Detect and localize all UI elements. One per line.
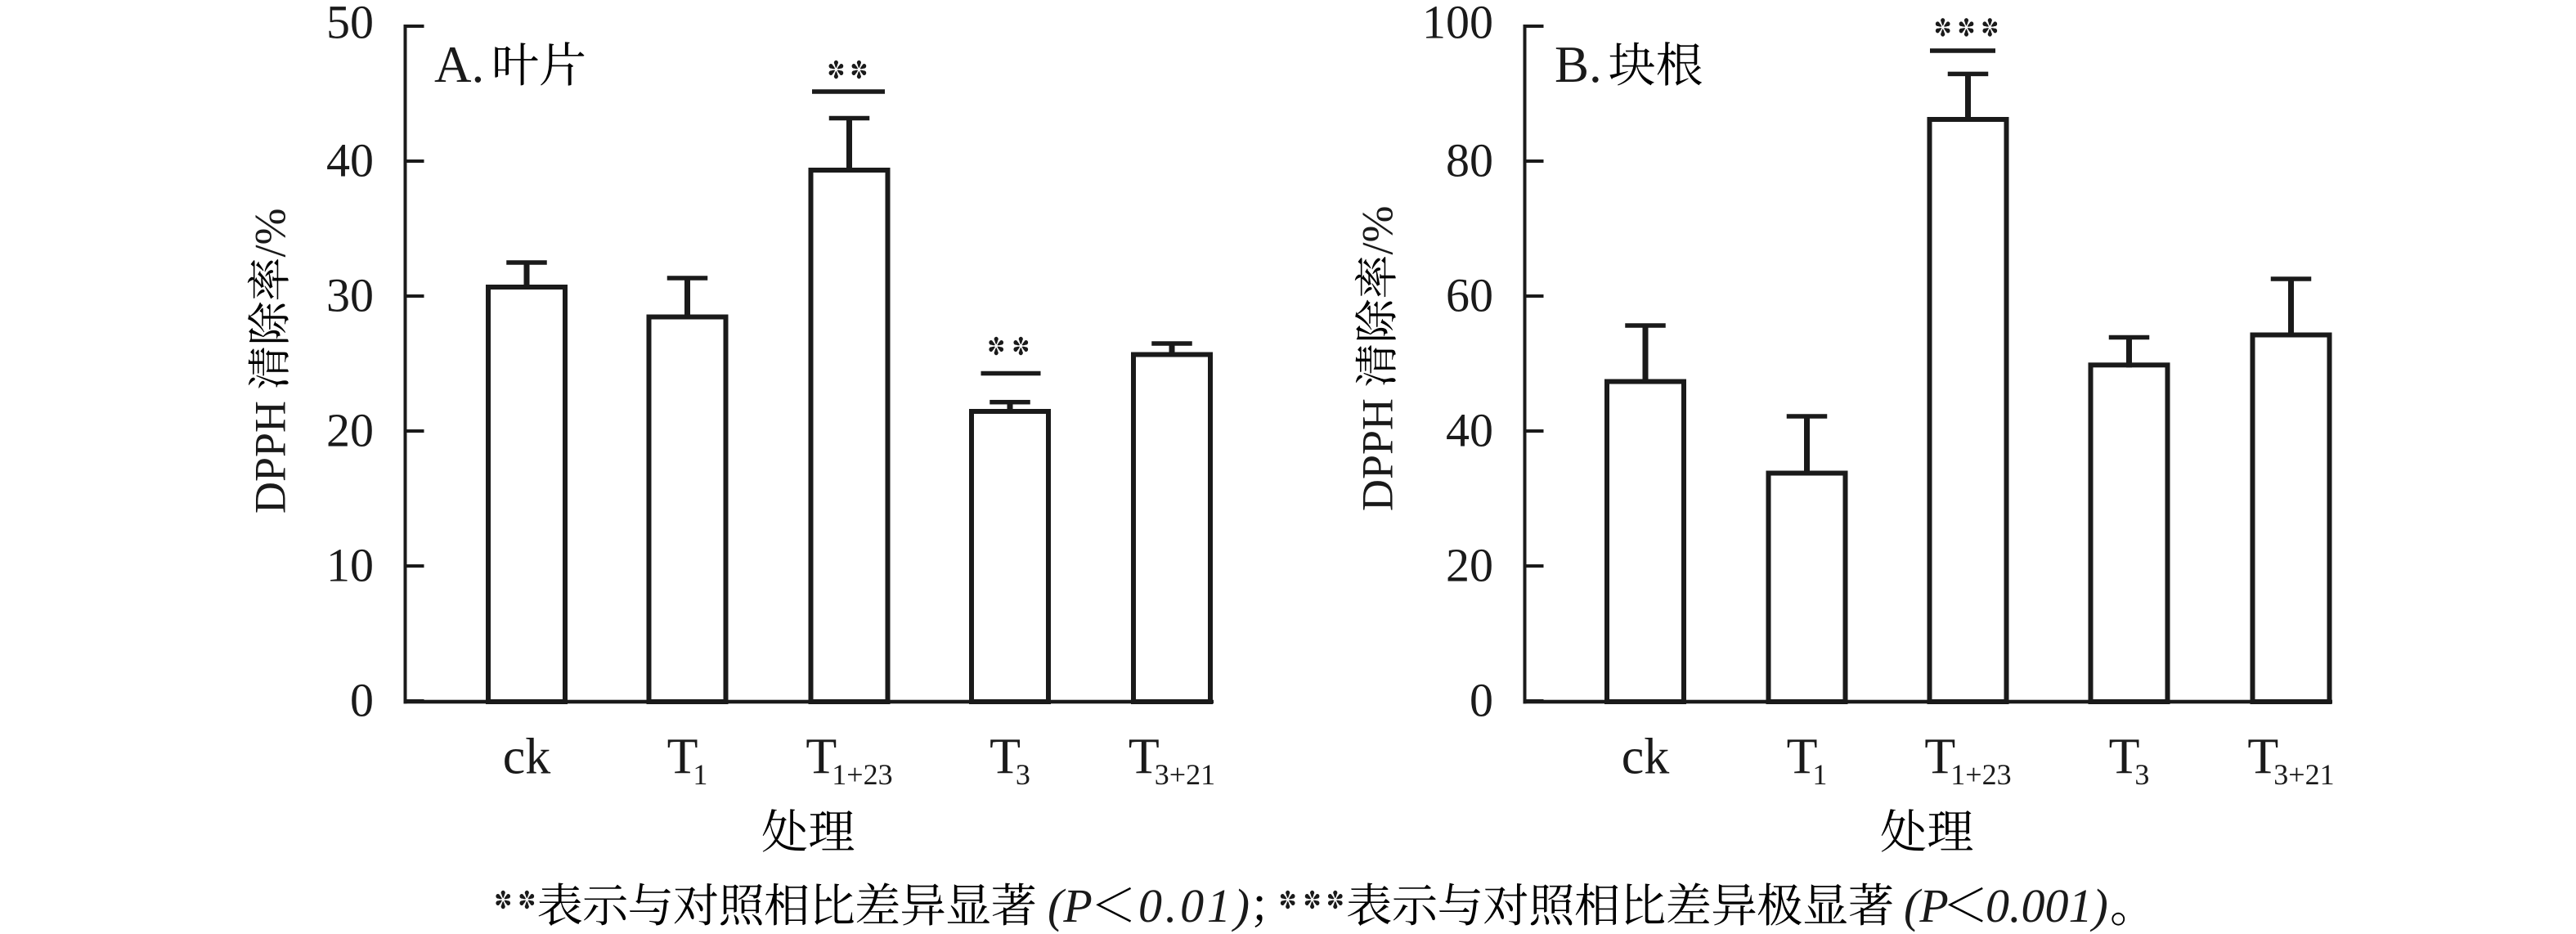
svg-text:0: 0 [350, 674, 374, 727]
svg-text:B.: B. [1555, 36, 1602, 93]
svg-text:T: T [2247, 730, 2278, 785]
svg-text:20: 20 [326, 404, 374, 457]
svg-text:80: 80 [1446, 134, 1493, 187]
svg-text:1: 1 [1812, 758, 1827, 791]
svg-text:100: 100 [1422, 0, 1493, 49]
svg-text:ck: ck [503, 730, 551, 785]
svg-text:DPPH: DPPH [1353, 398, 1402, 511]
svg-text:10: 10 [326, 539, 374, 592]
svg-text:3: 3 [1016, 758, 1030, 791]
svg-text:0.01): 0.01) [1138, 879, 1253, 932]
svg-text:1+23: 1+23 [832, 758, 892, 791]
svg-text:(P: (P [1048, 879, 1093, 932]
svg-text:50: 50 [326, 0, 374, 49]
svg-text:60: 60 [1446, 269, 1493, 322]
svg-text:/%: /% [246, 209, 295, 258]
svg-text:ck: ck [1622, 730, 1670, 785]
svg-text:(P: (P [1904, 879, 1949, 932]
svg-text:1+23: 1+23 [1950, 758, 2011, 791]
svg-text:3+21: 3+21 [1155, 758, 1215, 791]
svg-text:T: T [1787, 730, 1818, 785]
svg-text:20: 20 [1446, 539, 1493, 592]
svg-text:A.: A. [434, 36, 484, 93]
svg-text:T: T [806, 730, 837, 785]
svg-text:1: 1 [693, 758, 707, 791]
svg-text:T: T [1129, 730, 1160, 785]
svg-text:3+21: 3+21 [2273, 758, 2334, 791]
svg-text:0.001): 0.001) [1986, 879, 2108, 932]
svg-text:40: 40 [1446, 404, 1493, 457]
svg-text:0: 0 [1470, 674, 1493, 727]
svg-text:T: T [1924, 730, 1955, 785]
svg-text:T: T [2109, 730, 2140, 785]
svg-text:3: 3 [2134, 758, 2149, 791]
svg-text:40: 40 [326, 134, 374, 187]
svg-text:T: T [990, 730, 1021, 785]
svg-text:T: T [667, 730, 698, 785]
svg-text:/%: /% [1353, 206, 1402, 255]
svg-text:30: 30 [326, 269, 374, 322]
svg-text:DPPH: DPPH [246, 401, 295, 514]
